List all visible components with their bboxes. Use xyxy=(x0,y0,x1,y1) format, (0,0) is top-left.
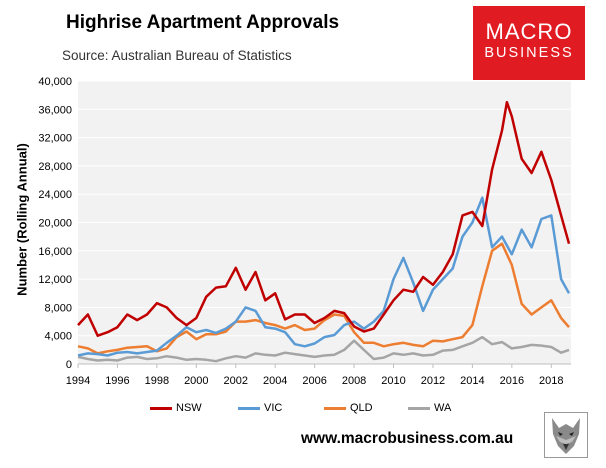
legend-label-vic: VIC xyxy=(264,402,283,414)
x-tick-label: 1994 xyxy=(66,375,90,387)
series-line-vic xyxy=(77,196,571,357)
y-tick-label: 36,000 xyxy=(38,104,72,116)
gridlines xyxy=(77,80,571,368)
x-tick-labels: 1994 1996 1998 2000 2002 2004 2006 2008 2010 2012… xyxy=(66,375,564,387)
y-tick-label: 20,000 xyxy=(38,218,72,230)
website-url[interactable]: www.macrobusiness.com.au xyxy=(301,430,514,447)
legend-label-nsw: NSW xyxy=(176,402,202,414)
y-tick-label: 24,000 xyxy=(38,189,72,201)
y-tick-labels: 0 4,000 8,000 12,000 16,000 20,000 24,000 28,00… xyxy=(38,76,72,371)
x-tick-label: 2014 xyxy=(460,375,484,387)
x-tick-label: 1996 xyxy=(105,375,129,387)
legend-swatch-qld xyxy=(324,406,346,410)
series-line-qld xyxy=(77,242,570,355)
series-line-wa xyxy=(77,335,570,363)
x-tick-label: 1998 xyxy=(145,375,169,387)
wolf-logo-icon xyxy=(544,412,588,458)
chart-title: Highrise Apartment Approvals xyxy=(66,12,340,33)
x-tick-label: 2008 xyxy=(342,375,366,387)
chart-source: Source: Australian Bureau of Statistics xyxy=(62,48,292,63)
legend-item-qld: QLD xyxy=(324,402,373,414)
y-tick-label: 40,000 xyxy=(38,76,72,88)
x-tick-label: 2016 xyxy=(500,375,524,387)
y-tick-label: 28,000 xyxy=(38,161,72,173)
legend: NSW VIC QLD WA xyxy=(150,402,480,420)
legend-label-wa: WA xyxy=(434,402,452,414)
legend-swatch-vic xyxy=(238,406,260,410)
y-tick-label: 12,000 xyxy=(38,274,72,286)
x-tick-label: 2018 xyxy=(539,375,563,387)
x-tick-label: 2012 xyxy=(421,375,445,387)
x-tick-label: 2006 xyxy=(302,375,326,387)
y-tick-label: 16,000 xyxy=(38,246,72,258)
legend-swatch-nsw xyxy=(150,406,172,410)
y-tick-label: 8,000 xyxy=(44,302,72,314)
legend-swatch-wa xyxy=(408,406,430,410)
y-tick-label: 0 xyxy=(66,359,72,371)
legend-item-vic: VIC xyxy=(238,402,282,414)
x-tick-label: 2010 xyxy=(381,375,405,387)
legend-label-qld: QLD xyxy=(350,402,373,414)
logo-line-1: MACRO xyxy=(485,19,573,44)
series-line-nsw xyxy=(77,100,571,337)
x-tick-label: 2004 xyxy=(263,375,287,387)
series-lines xyxy=(77,100,571,363)
legend-item-nsw: NSW xyxy=(150,402,202,414)
logo-line-2: BUSINESS xyxy=(484,45,574,61)
legend-item-wa: WA xyxy=(408,402,451,414)
macrobusiness-logo: MACRO BUSINESS xyxy=(473,6,585,80)
x-tick-label: 2000 xyxy=(184,375,208,387)
x-tick-label: 2002 xyxy=(224,375,248,387)
y-tick-label: 4,000 xyxy=(44,331,72,343)
y-tick-label: 32,000 xyxy=(38,133,72,145)
